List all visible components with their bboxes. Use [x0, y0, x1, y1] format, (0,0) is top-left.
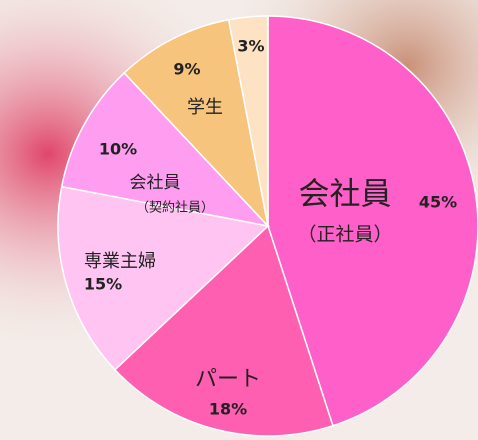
pie-slice: [57, 185, 270, 371]
pie-slice: [227, 15, 269, 227]
value-label: 45%: [419, 193, 457, 212]
pie-slice: [113, 224, 334, 437]
pie-slice: [60, 71, 271, 228]
slice-label: 学生: [187, 97, 223, 118]
value-label: 18%: [209, 400, 247, 419]
slice-label: パート: [195, 367, 261, 392]
value-label: 15%: [84, 275, 122, 294]
pie: [57, 15, 478, 437]
value-label: 3%: [237, 37, 264, 56]
slice-label: 会社員: [299, 177, 392, 213]
value-label: 10%: [99, 140, 137, 159]
slice-label: 会社員: [130, 173, 181, 193]
pie-slice: [123, 18, 270, 229]
labels: 会社員 （正社員） 45% パート 18% 専業主婦 15% 会社員 （契約社員） 10% 学生 9%…: [84, 37, 457, 419]
pie-slice: [267, 15, 478, 427]
value-label: 9%: [173, 60, 200, 79]
slice-label: 専業主婦: [84, 251, 156, 272]
slice-sublabel: （正社員）: [297, 224, 392, 246]
slice-sublabel: （契約社員）: [136, 200, 214, 216]
